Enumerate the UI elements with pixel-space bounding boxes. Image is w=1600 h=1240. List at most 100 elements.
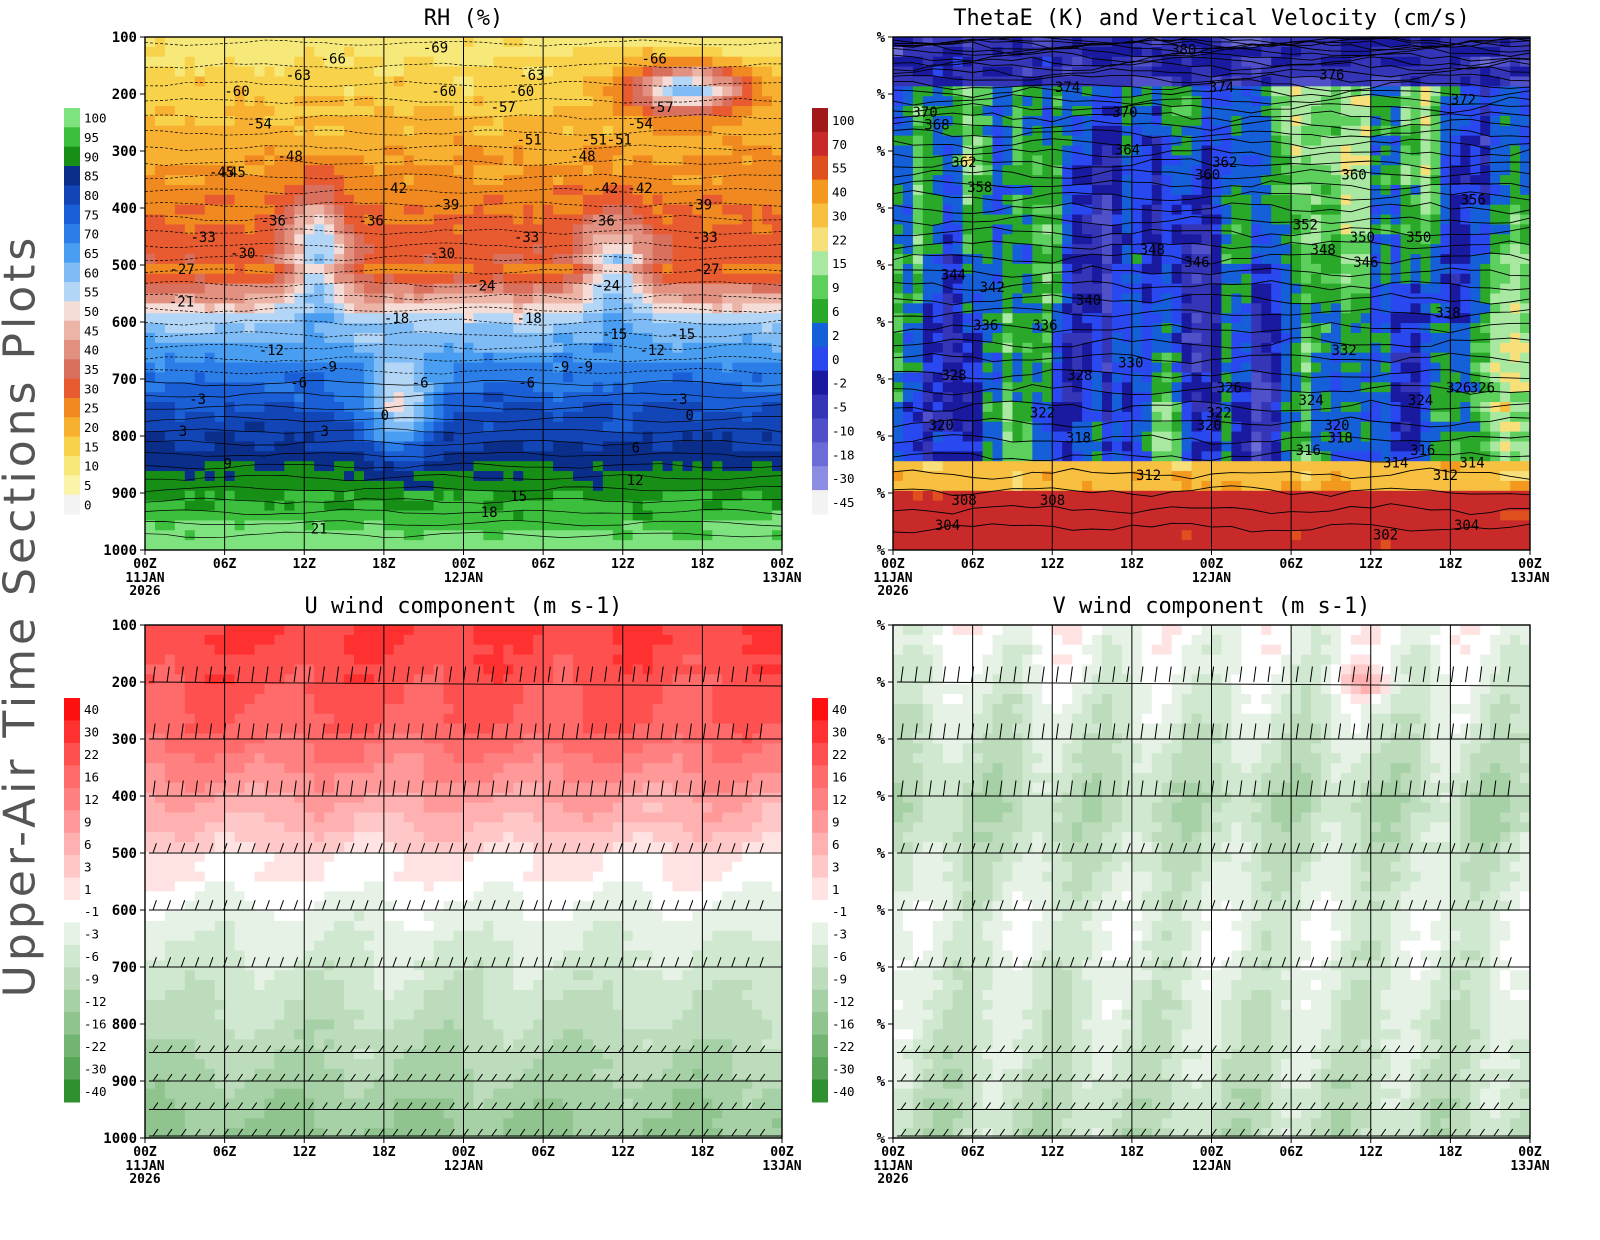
field-cell bbox=[533, 471, 544, 481]
field-cell bbox=[304, 284, 315, 294]
field-cell bbox=[1022, 116, 1033, 126]
field-cell bbox=[245, 333, 256, 343]
field-cell bbox=[254, 372, 265, 382]
field-cell bbox=[264, 313, 275, 323]
field-cell bbox=[444, 432, 455, 442]
field-cell bbox=[1341, 205, 1352, 215]
field-cell bbox=[493, 372, 504, 382]
field-cell bbox=[264, 244, 275, 254]
field-cell bbox=[215, 372, 226, 382]
field-cell bbox=[1162, 86, 1173, 96]
field-cell bbox=[254, 530, 265, 540]
field-cell bbox=[404, 146, 415, 156]
field-cell bbox=[692, 165, 703, 175]
field-cell bbox=[235, 47, 246, 57]
field-cell bbox=[553, 501, 564, 511]
field-cell bbox=[245, 264, 256, 274]
field-cell bbox=[732, 313, 743, 323]
field-cell bbox=[294, 303, 305, 313]
field-cell bbox=[533, 57, 544, 67]
field-cell bbox=[264, 412, 275, 422]
field-cell bbox=[1142, 116, 1153, 126]
field-cell bbox=[673, 303, 684, 313]
field-cell bbox=[473, 481, 484, 491]
field-cell bbox=[1142, 126, 1153, 136]
field-cell bbox=[1212, 185, 1223, 195]
field-cell bbox=[284, 392, 295, 402]
field-cell bbox=[215, 234, 226, 244]
field-cell bbox=[623, 57, 634, 67]
field-cell bbox=[1440, 155, 1451, 165]
field-cell bbox=[175, 540, 186, 550]
field-cell bbox=[1032, 126, 1043, 136]
field-cell bbox=[1291, 254, 1302, 264]
field-cell bbox=[284, 86, 295, 96]
field-cell bbox=[742, 96, 753, 106]
field-cell bbox=[245, 234, 256, 244]
field-cell bbox=[354, 155, 365, 165]
field-cell bbox=[175, 146, 186, 156]
field-cell bbox=[583, 333, 594, 343]
field-cell bbox=[722, 175, 733, 185]
field-cell bbox=[752, 96, 763, 106]
field-cell bbox=[732, 254, 743, 264]
field-cell bbox=[543, 422, 554, 432]
field-cell bbox=[314, 461, 325, 471]
field-cell bbox=[274, 294, 285, 304]
field-cell bbox=[1490, 195, 1501, 205]
field-cell bbox=[175, 126, 186, 136]
field-cell bbox=[712, 372, 723, 382]
field-cell bbox=[304, 313, 315, 323]
field-cell bbox=[673, 185, 684, 195]
field-cell bbox=[1440, 57, 1451, 67]
field-cell bbox=[354, 333, 365, 343]
field-cell bbox=[434, 323, 445, 333]
field-cell bbox=[374, 155, 385, 165]
field-cell bbox=[155, 540, 166, 550]
field-cell bbox=[573, 471, 584, 481]
field-cell bbox=[195, 372, 206, 382]
field-cell bbox=[314, 441, 325, 451]
field-cell bbox=[254, 244, 265, 254]
field-cell bbox=[274, 363, 285, 373]
field-cell bbox=[434, 313, 445, 323]
field-cell bbox=[483, 205, 494, 215]
field-cell bbox=[573, 284, 584, 294]
field-cell bbox=[414, 294, 425, 304]
field-cell bbox=[155, 471, 166, 481]
field-cell bbox=[1102, 195, 1113, 205]
field-cell bbox=[354, 234, 365, 244]
field-cell bbox=[732, 47, 743, 57]
field-cell bbox=[1032, 165, 1043, 175]
field-cell bbox=[434, 303, 445, 313]
field-cell bbox=[264, 481, 275, 491]
field-cell bbox=[235, 57, 246, 67]
field-cell bbox=[354, 126, 365, 136]
field-cell bbox=[185, 353, 196, 363]
field-cell bbox=[1321, 47, 1332, 57]
field-cell bbox=[533, 106, 544, 116]
field-cell bbox=[1460, 146, 1471, 156]
field-cell bbox=[633, 86, 644, 96]
field-cell bbox=[503, 432, 514, 442]
field-cell bbox=[225, 372, 236, 382]
field-cell bbox=[752, 441, 763, 451]
field-cell bbox=[175, 136, 186, 146]
field-cell bbox=[254, 461, 265, 471]
field-cell bbox=[175, 47, 186, 57]
field-cell bbox=[583, 323, 594, 333]
field-cell bbox=[434, 422, 445, 432]
field-cell bbox=[394, 284, 405, 294]
contour-label: -27 bbox=[694, 262, 719, 278]
field-cell bbox=[653, 234, 664, 244]
field-cell bbox=[414, 303, 425, 313]
field-cell bbox=[593, 313, 604, 323]
field-cell bbox=[702, 165, 713, 175]
field-cell bbox=[195, 126, 206, 136]
field-cell bbox=[673, 471, 684, 481]
field-cell bbox=[205, 274, 216, 284]
field-cell bbox=[175, 96, 186, 106]
field-cell bbox=[1510, 155, 1521, 165]
field-cell bbox=[304, 303, 315, 313]
